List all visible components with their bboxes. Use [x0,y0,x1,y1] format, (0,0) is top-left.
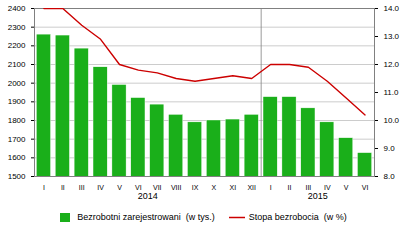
svg-text:IX: IX [192,184,199,191]
svg-text:1900: 1900 [8,97,26,106]
svg-text:II: II [288,184,292,191]
svg-text:VI: VI [135,184,142,192]
svg-text:2300: 2300 [8,23,26,32]
svg-text:I: I [43,184,45,191]
svg-text:2000: 2000 [8,79,26,88]
svg-text:2015: 2015 [308,191,328,201]
svg-text:12.0: 12.0 [384,60,400,69]
svg-text:2014: 2014 [138,191,158,201]
svg-text:2100: 2100 [8,60,26,69]
svg-text:13.0: 13.0 [384,32,400,41]
svg-text:1500: 1500 [8,172,26,181]
svg-text:2400: 2400 [8,4,26,13]
svg-text:2200: 2200 [8,41,26,50]
svg-text:14.0: 14.0 [384,4,400,13]
svg-text:9.0: 9.0 [384,144,396,153]
svg-text:XII: XII [247,184,256,191]
svg-text:11.0: 11.0 [384,88,400,97]
svg-text:I: I [270,184,272,191]
svg-text:V: V [117,184,122,191]
svg-text:X: X [212,184,217,191]
svg-text:IV: IV [324,184,331,192]
svg-text:1800: 1800 [8,116,26,125]
svg-text:10.0: 10.0 [384,116,400,125]
html-text:Bezrobotni zarejestrowani (w t: Bezrobotni zarejestrowani (w tys.) [77,212,215,222]
svg-text:1600: 1600 [8,153,26,162]
svg-text:IV: IV [97,184,104,191]
svg-text:VIII: VIII [171,184,182,191]
svg-text:II: II [61,184,65,191]
svg-text:8.0: 8.0 [384,172,396,181]
svg-text:VI: VI [362,184,369,191]
svg-text:1700: 1700 [8,135,26,144]
html-text:Stopa bezrobocia (w %): Stopa bezrobocia (w %) [248,212,347,222]
svg-text:VII: VII [153,184,162,192]
svg-text:V: V [344,184,349,191]
svg-text:III: III [305,184,312,192]
svg-text:XI: XI [230,184,237,191]
svg-text:III: III [79,184,85,191]
